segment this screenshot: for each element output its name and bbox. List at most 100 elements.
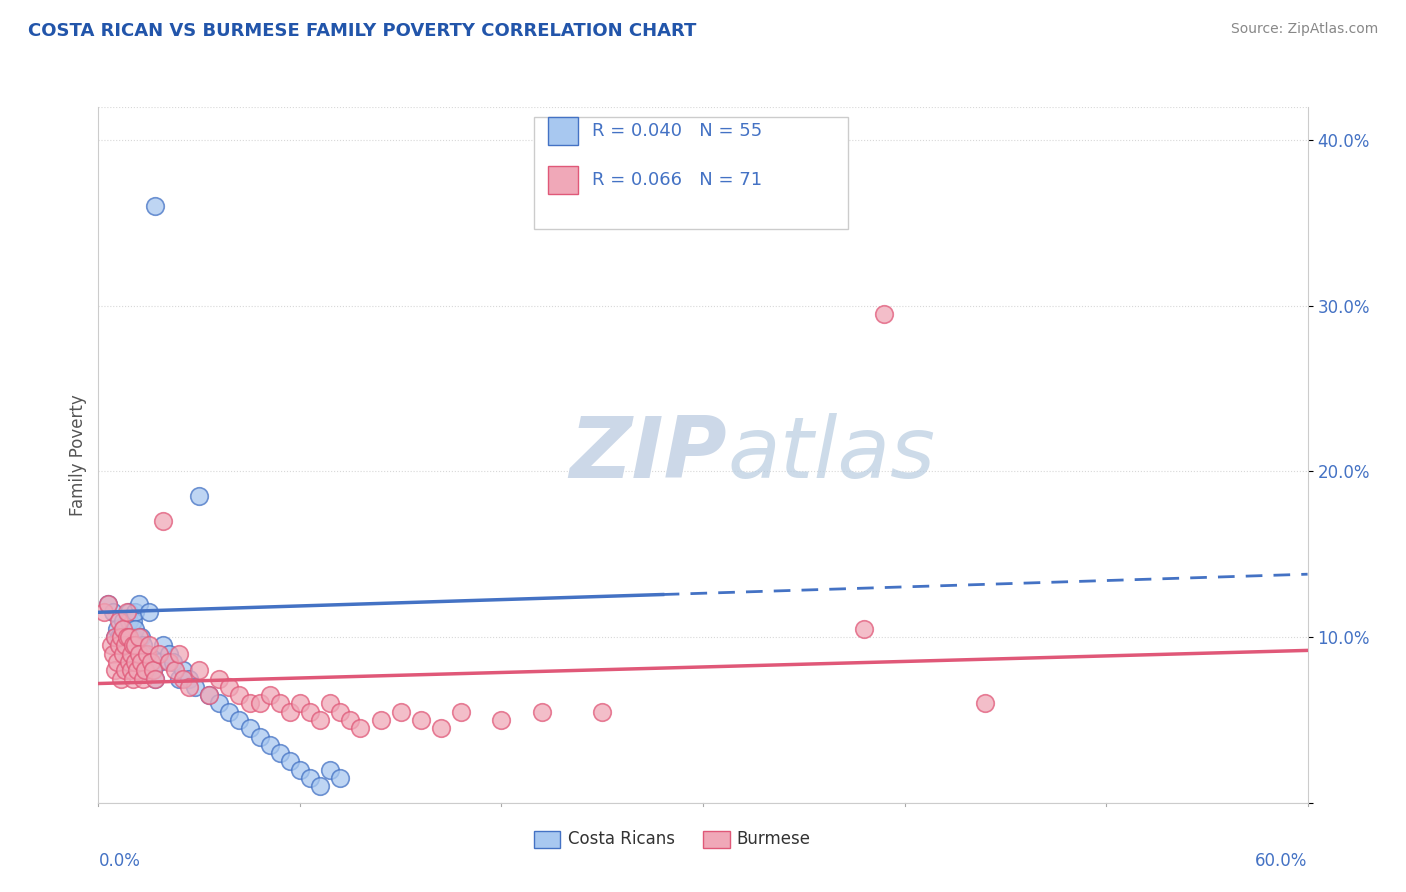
Point (120, 663, 142, 677)
Point (162, 655, 184, 669)
Point (134, 655, 156, 669)
Point (278, 755, 301, 769)
Point (188, 489, 211, 503)
Point (142, 663, 165, 677)
Point (143, 199, 166, 213)
Point (188, 663, 211, 677)
Point (97, 597, 120, 611)
Point (111, 647, 134, 661)
Point (101, 647, 124, 661)
Point (249, 697, 271, 711)
Point (288, 763, 311, 777)
Point (167, 672, 190, 686)
Point (114, 639, 136, 653)
Point (107, 614, 129, 628)
Bar (534, 830, 561, 848)
Point (184, 680, 207, 694)
Point (198, 688, 221, 702)
Point (115, 630, 138, 644)
Point (121, 639, 143, 653)
Point (110, 630, 132, 644)
Point (309, 779, 332, 793)
Point (111, 622, 134, 636)
Point (208, 697, 231, 711)
Text: Burmese: Burmese (737, 830, 811, 848)
Text: Costa Ricans: Costa Ricans (568, 830, 675, 848)
Point (128, 647, 150, 661)
Point (121, 614, 143, 628)
Text: Source: ZipAtlas.com: Source: ZipAtlas.com (1230, 22, 1378, 37)
Point (118, 655, 141, 669)
Point (132, 672, 155, 686)
Point (110, 672, 132, 686)
Point (152, 514, 174, 528)
Point (143, 672, 166, 686)
Point (134, 663, 156, 677)
Point (115, 647, 138, 661)
Point (269, 697, 291, 711)
Point (121, 672, 143, 686)
Point (409, 713, 432, 727)
Point (111, 622, 134, 636)
Point (450, 705, 472, 719)
Point (128, 630, 150, 644)
Point (172, 672, 194, 686)
Point (103, 630, 125, 644)
Point (115, 655, 138, 669)
Point (198, 688, 221, 702)
Point (530, 705, 553, 719)
Point (111, 614, 134, 628)
Point (873, 307, 896, 321)
Point (103, 630, 125, 644)
Point (853, 622, 876, 636)
Point (163, 663, 186, 677)
Point (218, 705, 240, 719)
Point (124, 605, 146, 619)
Point (177, 680, 201, 694)
Point (299, 705, 322, 719)
Point (120, 647, 142, 661)
Point (125, 639, 148, 653)
Point (120, 639, 142, 653)
Point (129, 655, 152, 669)
Point (430, 721, 453, 735)
Point (157, 655, 180, 669)
Bar (548, 166, 578, 194)
Point (107, 639, 129, 653)
Point (389, 705, 412, 719)
Text: R = 0.066   N = 71: R = 0.066 N = 71 (592, 171, 762, 189)
Point (208, 672, 231, 686)
Point (115, 605, 138, 619)
Point (118, 630, 141, 644)
Point (288, 697, 311, 711)
Point (125, 663, 148, 677)
Point (120, 647, 142, 661)
Y-axis label: Family Poverty: Family Poverty (69, 394, 87, 516)
Point (152, 639, 174, 653)
Point (101, 605, 124, 619)
Point (100, 639, 122, 653)
Point (138, 605, 160, 619)
Point (142, 663, 165, 677)
Point (491, 713, 513, 727)
Point (319, 763, 342, 777)
Point (118, 605, 141, 619)
Bar (548, 118, 578, 145)
Point (172, 663, 194, 677)
Point (269, 746, 291, 760)
Point (309, 713, 332, 727)
Point (124, 622, 146, 636)
Point (128, 597, 150, 611)
Point (139, 655, 162, 669)
Point (218, 680, 240, 694)
Text: 0.0%: 0.0% (98, 852, 141, 870)
Point (167, 647, 190, 661)
Point (148, 655, 170, 669)
Point (177, 672, 201, 686)
Point (103, 663, 125, 677)
Point (132, 639, 155, 653)
Point (129, 630, 152, 644)
Point (138, 639, 160, 653)
Point (114, 663, 136, 677)
Point (259, 688, 281, 702)
